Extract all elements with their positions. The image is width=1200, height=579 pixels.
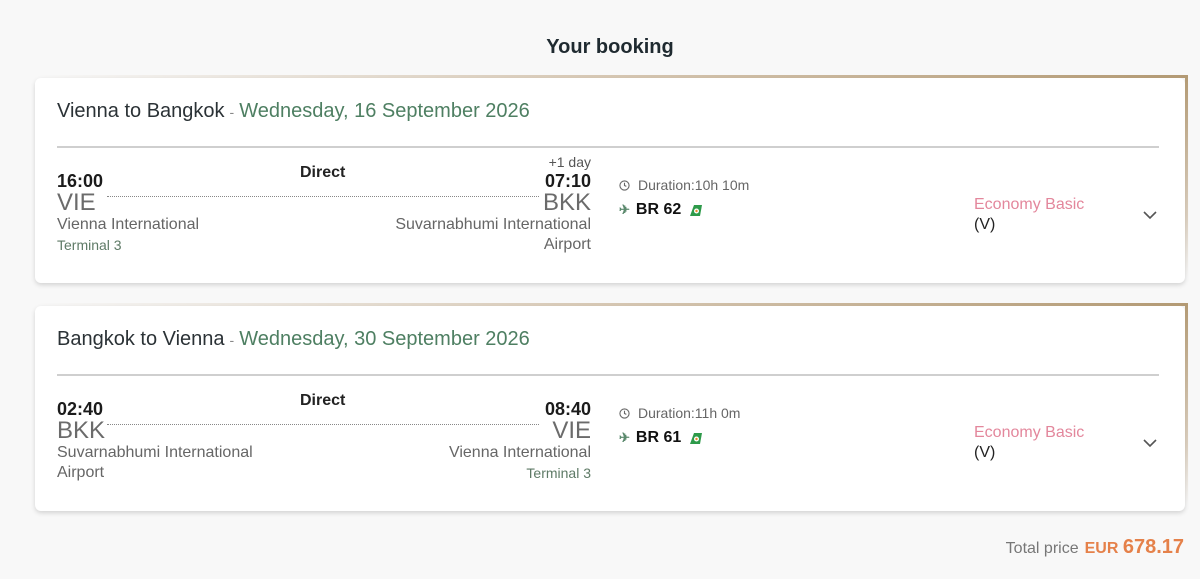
arrival-code: VIE — [552, 417, 591, 444]
flight-number: BR 62 — [635, 201, 682, 218]
chevron-down-icon[interactable] — [1141, 206, 1159, 224]
departure-time: 02:40 — [57, 399, 104, 419]
departure-code: VIE — [57, 189, 96, 216]
arrival-terminal: Terminal 3 — [526, 465, 591, 481]
fare: Economy Basic (V) — [974, 196, 1084, 234]
arrival: 08:40 VIE Vienna International Terminal … — [365, 382, 591, 483]
fare-class: (V) — [974, 444, 996, 461]
total-price: Total price EUR 678.17 — [1006, 536, 1184, 559]
fare: Economy Basic (V) — [974, 424, 1084, 462]
day-offset — [365, 382, 591, 399]
route-line — [107, 196, 539, 197]
fare-name: Economy Basic — [974, 424, 1085, 441]
departure-airport: Suvarnabhumi International Airport — [57, 444, 253, 481]
fare-class: (V) — [974, 216, 996, 233]
segment-route: Vienna to Bangkok — [57, 100, 225, 122]
departure: 02:40 BKK Suvarnabhumi International Air… — [57, 382, 277, 483]
airplane-icon: ✈ — [619, 202, 630, 217]
stops-label: Direct — [300, 164, 346, 181]
arrival-time: 08:40 — [544, 399, 591, 419]
total-amount: 678.17 — [1122, 536, 1184, 558]
departure-airport: Vienna International — [57, 216, 200, 233]
departure-terminal: Terminal 3 — [57, 237, 122, 253]
clock-icon — [619, 179, 630, 191]
segment-header: Vienna to Bangkok - Wednesday, 16 Septembe… — [57, 100, 530, 123]
route-line — [107, 424, 539, 425]
page-title: Your booking — [546, 36, 674, 58]
total-label: Total price — [1005, 540, 1079, 557]
stops-label: Direct — [300, 392, 346, 409]
segment-date: Wednesday, 30 September 2026 — [239, 328, 530, 350]
departure-code: BKK — [57, 417, 106, 444]
segment-route: Bangkok to Vienna — [57, 328, 225, 350]
segment-date: Wednesday, 16 September 2026 — [239, 100, 530, 122]
flight-segment-card: Vienna to Bangkok - Wednesday, 16 Septembe… — [35, 75, 1188, 283]
flight-info: Duration:11h 0m ✈ BR 61 — [619, 405, 740, 447]
arrival: +1 day 07:10 BKK Suvarnabhumi Internatio… — [365, 154, 591, 255]
departure-time: 16:00 — [57, 171, 104, 191]
segment-header: Bangkok to Vienna - Wednesday, 30 Septembe… — [57, 328, 530, 351]
flight-info: Duration:10h 10m ✈ BR 62 — [619, 177, 749, 219]
separator: - — [229, 332, 235, 348]
clock-icon — [619, 407, 630, 419]
divider — [57, 146, 1159, 148]
separator: - — [229, 104, 235, 120]
airline-logo-icon — [690, 432, 703, 444]
flight-number: BR 61 — [635, 429, 682, 446]
divider — [57, 374, 1159, 376]
airline-logo-icon — [690, 204, 703, 216]
fare-name: Economy Basic — [974, 196, 1085, 213]
arrival-time: 07:10 — [544, 171, 591, 191]
departure: 16:00 VIE Vienna International Terminal … — [57, 154, 277, 255]
flight-segment-card: Bangkok to Vienna - Wednesday, 30 Septembe… — [35, 303, 1188, 511]
currency: EUR — [1084, 540, 1119, 557]
duration: Duration:10h 10m — [638, 177, 750, 193]
arrival-code: BKK — [542, 189, 591, 216]
duration: Duration:11h 0m — [638, 405, 741, 421]
chevron-down-icon[interactable] — [1141, 434, 1159, 452]
airplane-icon: ✈ — [619, 430, 630, 445]
arrival-airport: Suvarnabhumi International Airport — [395, 216, 591, 253]
arrival-airport: Vienna International — [448, 444, 591, 461]
day-offset: +1 day — [548, 154, 591, 170]
